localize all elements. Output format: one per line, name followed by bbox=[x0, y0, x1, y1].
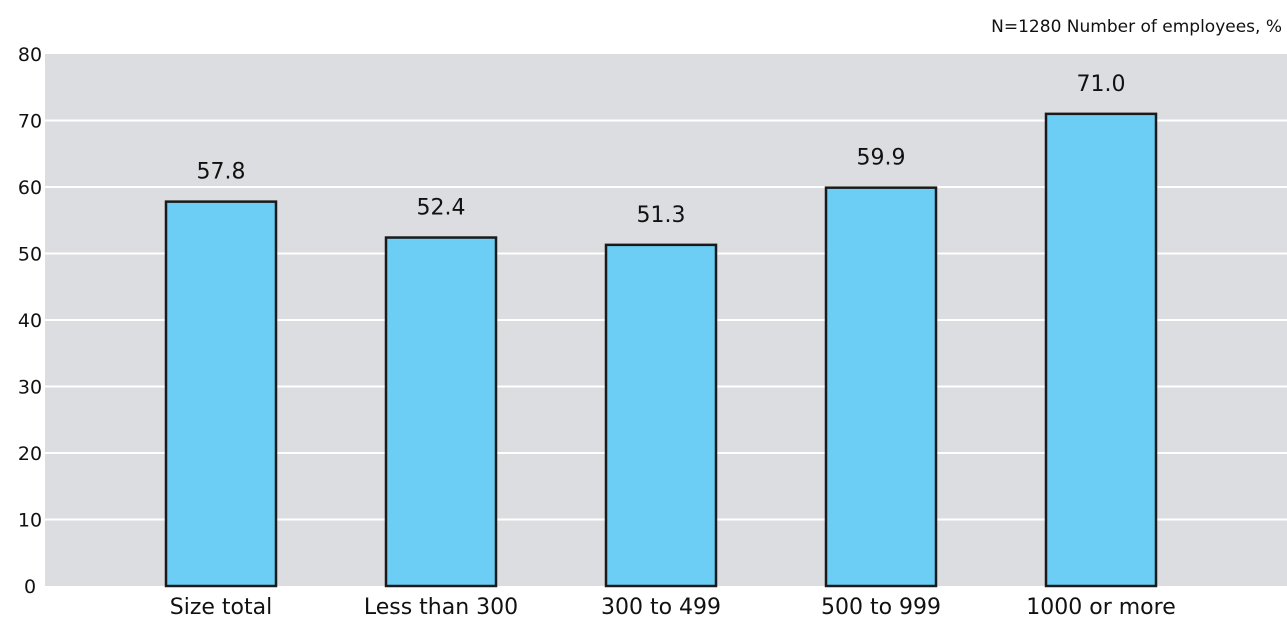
y-tick-label: 60 bbox=[18, 177, 42, 199]
category-label: 1000 or more bbox=[1026, 595, 1175, 619]
category-label: 300 to 499 bbox=[601, 595, 721, 619]
data-label: 71.0 bbox=[1077, 72, 1126, 97]
y-tick-label: 30 bbox=[18, 377, 42, 399]
sample-size-note: N=1280 Number of employees, % bbox=[991, 17, 1282, 37]
bar bbox=[384, 236, 498, 588]
data-label: 59.9 bbox=[857, 146, 906, 171]
y-tick-label: 80 bbox=[18, 44, 42, 66]
bar bbox=[1044, 112, 1158, 588]
category-label: 500 to 999 bbox=[821, 595, 941, 619]
y-tick-label: 40 bbox=[18, 310, 42, 332]
x-axis-categories: Size total Less than 300 300 to 499 500 to … bbox=[170, 595, 1176, 619]
category-label: Size total bbox=[170, 595, 272, 619]
data-label: 57.8 bbox=[197, 160, 246, 185]
data-label: 51.3 bbox=[637, 203, 686, 228]
y-axis-ticks: 0 10 20 30 40 50 60 70 80 bbox=[18, 44, 42, 598]
y-tick-label: 0 bbox=[24, 576, 36, 598]
bar bbox=[824, 186, 938, 588]
y-tick-label: 70 bbox=[18, 111, 42, 133]
data-label: 52.4 bbox=[417, 196, 466, 221]
bar bbox=[164, 200, 278, 588]
y-tick-label: 10 bbox=[18, 510, 42, 532]
y-tick-label: 50 bbox=[18, 244, 42, 266]
bars bbox=[164, 112, 1158, 588]
y-tick-label: 20 bbox=[18, 443, 42, 465]
data-labels: 57.8 52.4 51.3 59.9 71.0 bbox=[197, 72, 1126, 228]
category-label: Less than 300 bbox=[364, 595, 518, 619]
bar bbox=[604, 243, 718, 588]
